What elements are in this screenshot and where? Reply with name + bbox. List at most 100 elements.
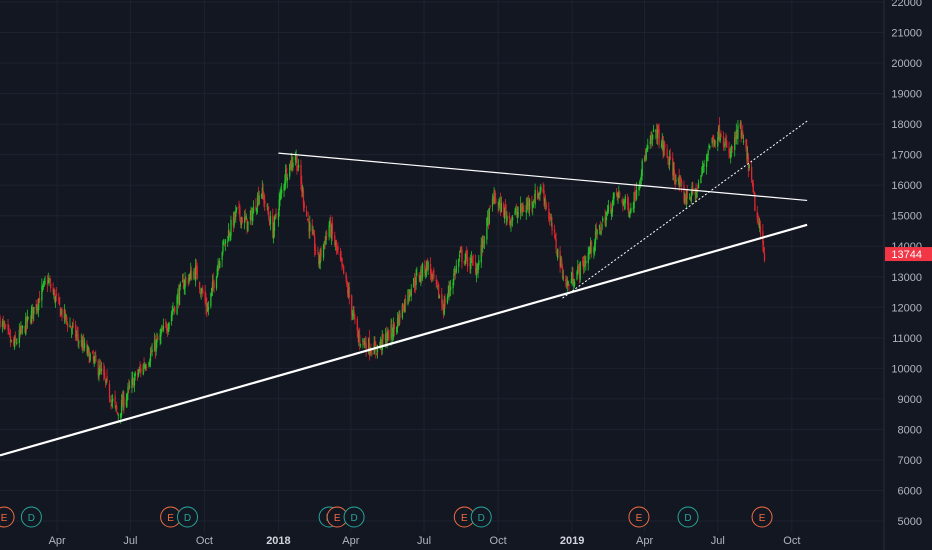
candle-body <box>60 310 62 315</box>
candle-body <box>72 323 74 325</box>
candle-body <box>615 192 618 194</box>
candle-body <box>324 239 326 245</box>
candle-body <box>567 281 569 285</box>
candle-body <box>612 196 614 204</box>
marker-label: E <box>759 513 766 524</box>
candle-body <box>714 140 717 144</box>
candle-body <box>725 140 727 142</box>
earnings-marker[interactable]: E <box>751 506 773 528</box>
candle-body <box>125 399 128 406</box>
candle-body <box>131 378 133 389</box>
candle-body <box>168 322 170 330</box>
dividend-marker[interactable]: D <box>20 506 42 528</box>
candle-body <box>675 179 677 182</box>
candle-body <box>75 335 78 337</box>
dividend-marker[interactable]: D <box>176 506 198 528</box>
candle-body <box>655 129 657 132</box>
candle-body <box>148 363 150 366</box>
candle-body <box>262 190 264 196</box>
earnings-marker[interactable]: E <box>0 506 15 528</box>
candle-body <box>172 309 174 311</box>
candle-body <box>404 298 407 306</box>
candle-body <box>1 321 4 327</box>
candle-body <box>150 350 152 354</box>
candle-body <box>475 267 478 276</box>
candle-body <box>402 303 404 311</box>
candle-body <box>41 286 43 301</box>
candle-body <box>441 305 444 307</box>
candle-body <box>619 191 621 198</box>
candle-body <box>211 288 213 293</box>
marker-label: D <box>478 513 485 524</box>
price-axis[interactable]: 5000 6000 7000 8000 9000 10000 11000 12000 13000… <box>891 0 922 528</box>
candle-body <box>460 248 462 252</box>
candle-body <box>145 367 147 369</box>
candle-body <box>66 316 68 321</box>
earnings-marker[interactable]: E <box>628 506 650 528</box>
candle-body <box>194 270 196 279</box>
candle-body <box>447 292 449 294</box>
candle-body <box>104 380 107 382</box>
time-axis[interactable]: Apr Jul Oct 2018 Apr Jul Oct 2019 Apr Jul Oct <box>49 535 801 547</box>
candle-body <box>145 366 148 368</box>
candle-body <box>320 249 322 257</box>
candle-body <box>540 186 542 192</box>
candle-body <box>213 282 215 288</box>
candle-body <box>230 219 232 236</box>
candle-body <box>639 182 641 186</box>
trendlines[interactable] <box>0 120 808 457</box>
candle-body <box>106 376 108 381</box>
candle-body <box>602 218 604 222</box>
candle-body <box>61 308 63 318</box>
price-tick-label: 6000 <box>898 485 922 497</box>
candle-body <box>711 137 713 144</box>
candle-body <box>622 201 624 206</box>
candle-body <box>605 216 607 227</box>
earnings-marker[interactable]: E <box>453 506 475 528</box>
candle-body <box>549 215 552 220</box>
candle-body <box>572 273 574 284</box>
support-trendline[interactable] <box>0 223 808 457</box>
candle-body <box>8 327 10 333</box>
candle-body <box>520 203 523 212</box>
candle-body <box>346 280 348 285</box>
candle-body <box>261 187 264 198</box>
candle-body <box>351 295 353 315</box>
candle-body <box>742 132 744 139</box>
candle-body <box>376 352 378 354</box>
candle-body <box>302 190 305 205</box>
candle-body <box>99 365 101 375</box>
earnings-dividend-markers[interactable]: EDEDEEDEDEDE <box>0 506 773 528</box>
candle-body <box>155 341 157 352</box>
candle-body <box>414 284 416 287</box>
candle-body <box>195 264 198 268</box>
marker-circle <box>628 506 650 528</box>
dividend-marker[interactable]: D <box>343 506 365 528</box>
candle-body <box>330 225 333 239</box>
candle-body <box>33 307 35 315</box>
candle-body <box>217 264 219 269</box>
candle-body <box>156 338 158 344</box>
candle-body <box>404 300 406 312</box>
candle-body <box>359 344 362 346</box>
candle-body <box>610 210 613 217</box>
candle-body <box>66 323 69 328</box>
candle-body <box>499 197 502 214</box>
candle-body <box>672 168 675 176</box>
resistance-trendline[interactable] <box>278 152 808 202</box>
candle-body <box>543 190 545 201</box>
candle-body <box>657 126 659 130</box>
time-tick-label: Oct <box>196 535 213 547</box>
candle-body <box>741 132 743 136</box>
dividend-marker[interactable]: D <box>470 506 492 528</box>
marker-label: E <box>461 513 468 524</box>
marker-circle <box>0 506 15 528</box>
candle-body <box>328 224 330 238</box>
candle-body <box>426 260 429 272</box>
candle-body <box>629 212 631 214</box>
candle-body <box>565 278 568 289</box>
candle-body <box>640 174 643 179</box>
candle-body <box>729 153 731 157</box>
dividend-marker[interactable]: D <box>677 506 699 528</box>
